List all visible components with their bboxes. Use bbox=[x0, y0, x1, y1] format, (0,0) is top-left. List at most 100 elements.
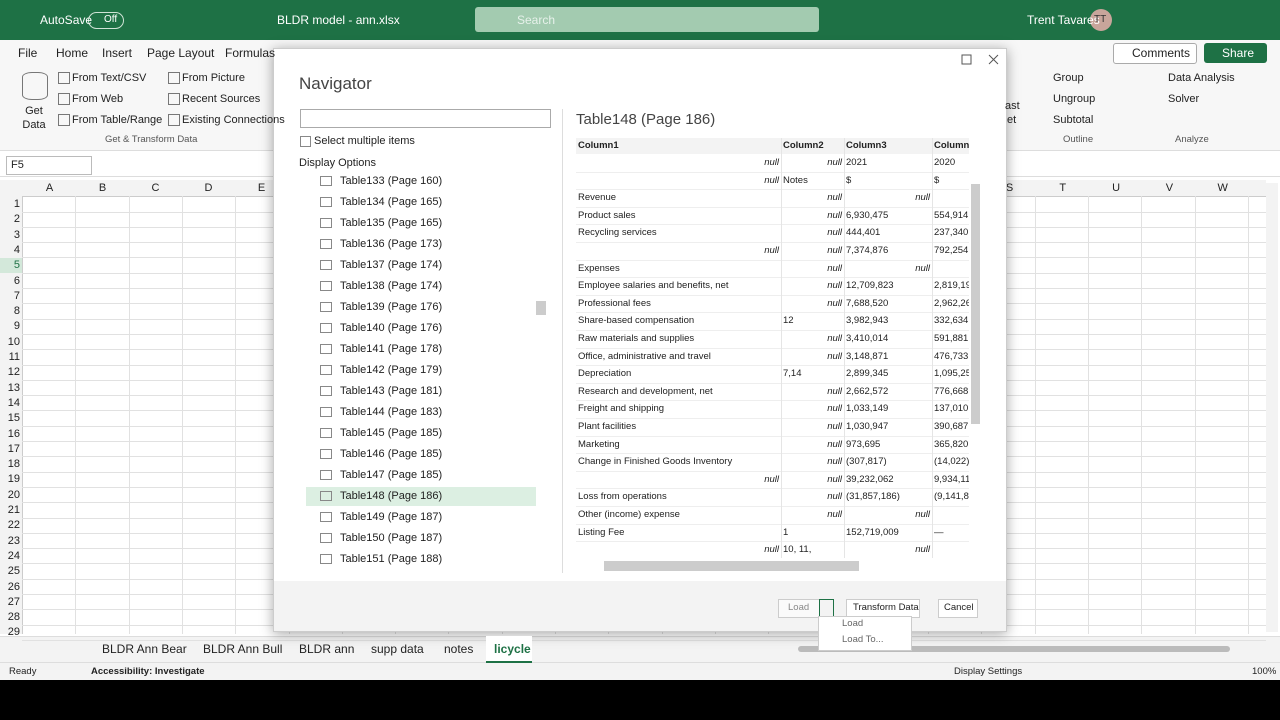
navigator-item[interactable]: Table133 (Page 160) bbox=[340, 175, 443, 187]
column-header[interactable]: S bbox=[1005, 182, 1014, 194]
list-scroll-thumb[interactable] bbox=[536, 301, 546, 315]
row-header[interactable]: 4 bbox=[13, 243, 20, 256]
column-header[interactable]: C bbox=[151, 182, 160, 194]
navigator-item[interactable]: Table145 (Page 185) bbox=[340, 427, 443, 439]
row-header[interactable]: 8 bbox=[13, 305, 20, 318]
row-header[interactable]: 5 bbox=[13, 259, 20, 272]
ribbon-button[interactable]: Existing Connections bbox=[182, 114, 285, 126]
zoom-level[interactable]: 100% bbox=[1252, 666, 1277, 677]
row-header[interactable]: 14 bbox=[7, 396, 20, 409]
get-data[interactable]: Get Data bbox=[22, 105, 46, 131]
row-header[interactable]: 2 bbox=[13, 213, 20, 226]
ribbon-tab[interactable]: Insert bbox=[102, 46, 133, 60]
column-header[interactable]: B bbox=[98, 182, 107, 194]
navigator-item[interactable]: Table142 (Page 179) bbox=[340, 364, 443, 376]
analyze-button[interactable]: Solver bbox=[1168, 93, 1200, 105]
column-header[interactable]: U bbox=[1112, 182, 1121, 194]
navigator-item[interactable]: Table150 (Page 187) bbox=[340, 532, 443, 544]
sheet-tab[interactable]: BLDR ann bbox=[299, 642, 355, 656]
column-header[interactable]: T bbox=[1059, 182, 1067, 194]
cancel-text[interactable]: Cancel bbox=[944, 602, 974, 613]
row-header[interactable]: 23 bbox=[7, 534, 20, 547]
ribbon-tab[interactable]: File bbox=[18, 46, 38, 60]
ribbon-button[interactable]: Recent Sources bbox=[182, 93, 261, 105]
menu-item[interactable]: Load To... bbox=[842, 634, 884, 645]
sheet-tab[interactable]: notes bbox=[444, 642, 474, 656]
accessibility[interactable]: Accessibility: Investigate bbox=[91, 666, 205, 677]
ribbon-tab[interactable]: Home bbox=[56, 46, 89, 60]
name-box[interactable] bbox=[6, 156, 92, 175]
preview-vscroll[interactable] bbox=[971, 184, 980, 424]
row-header[interactable]: 15 bbox=[7, 412, 20, 425]
row-header[interactable]: 27 bbox=[7, 595, 20, 608]
outline-button[interactable]: Ungroup bbox=[1053, 93, 1096, 105]
comments-text[interactable]: Comments bbox=[1132, 46, 1191, 60]
navigator-search[interactable] bbox=[300, 109, 551, 128]
menu-item[interactable]: Load bbox=[842, 618, 864, 629]
row-header[interactable]: 12 bbox=[7, 366, 20, 379]
sheet-tab[interactable]: BLDR Ann Bear bbox=[102, 642, 187, 656]
partial-label[interactable]: et bbox=[1007, 114, 1017, 126]
load-text[interactable]: Load bbox=[788, 602, 810, 613]
navigator-item[interactable]: Table140 (Page 176) bbox=[340, 322, 443, 334]
navigator-item[interactable]: Table143 (Page 181) bbox=[340, 385, 443, 397]
row-header[interactable]: 13 bbox=[7, 381, 20, 394]
row-header[interactable]: 6 bbox=[13, 274, 20, 287]
display-options[interactable]: Display Options bbox=[299, 157, 377, 169]
row-header[interactable]: 20 bbox=[7, 488, 20, 501]
row-header[interactable]: 21 bbox=[7, 504, 20, 516]
row-header[interactable]: 11 bbox=[8, 351, 20, 363]
navigator-item[interactable]: Table151 (Page 188) bbox=[340, 553, 443, 565]
navigator-item[interactable]: Table136 (Page 173) bbox=[340, 238, 443, 250]
navigator-item[interactable]: Table147 (Page 185) bbox=[340, 469, 443, 481]
share-button[interactable] bbox=[1204, 43, 1267, 63]
navigator-item[interactable]: Table141 (Page 178) bbox=[340, 343, 443, 355]
sheet-tab[interactable]: licycle bbox=[494, 642, 531, 656]
vertical-scrollbar[interactable] bbox=[1266, 183, 1278, 632]
navigator-item[interactable]: Table135 (Page 165) bbox=[340, 217, 443, 229]
row-header[interactable]: 28 bbox=[7, 611, 20, 624]
search-box[interactable] bbox=[475, 7, 819, 32]
preview-hscroll[interactable] bbox=[604, 561, 859, 571]
row-header[interactable]: 16 bbox=[7, 427, 20, 440]
horizontal-scrollbar[interactable] bbox=[798, 646, 1230, 652]
row-header[interactable]: 25 bbox=[7, 565, 20, 578]
row-header[interactable]: 3 bbox=[13, 228, 20, 241]
avatar[interactable] bbox=[1090, 9, 1112, 31]
name-box-text[interactable]: F5 bbox=[11, 159, 24, 171]
ribbon-button[interactable]: From Web bbox=[72, 93, 124, 105]
row-header[interactable]: 24 bbox=[7, 549, 20, 562]
row-header[interactable]: 1 bbox=[13, 198, 20, 210]
row-header[interactable]: 9 bbox=[13, 320, 20, 333]
row-header[interactable]: 17 bbox=[7, 442, 20, 455]
partial-label[interactable]: ast bbox=[1005, 100, 1020, 112]
search-text[interactable]: Search bbox=[517, 13, 556, 27]
navigator-item[interactable]: Table149 (Page 187) bbox=[340, 511, 443, 523]
autosave-toggle[interactable] bbox=[88, 12, 124, 29]
navigator-item[interactable]: Table137 (Page 174) bbox=[340, 259, 443, 271]
cancel-button[interactable] bbox=[938, 599, 978, 618]
ribbon-button[interactable]: From Table/Range bbox=[72, 114, 163, 126]
row-header[interactable]: 10 bbox=[7, 335, 20, 348]
column-header[interactable]: W bbox=[1217, 182, 1228, 194]
ribbon-button[interactable]: From Text/CSV bbox=[72, 72, 147, 84]
outline-button[interactable]: Group bbox=[1053, 72, 1084, 84]
outline-button[interactable]: Subtotal bbox=[1053, 114, 1094, 126]
share-text[interactable]: Share bbox=[1222, 46, 1255, 60]
transform-text[interactable]: Transform Data bbox=[853, 602, 919, 613]
row-header[interactable]: 19 bbox=[7, 473, 20, 486]
ribbon-tab[interactable]: Page Layout bbox=[147, 46, 215, 60]
row-header[interactable]: 18 bbox=[7, 458, 20, 471]
navigator-item[interactable]: Table139 (Page 176) bbox=[340, 301, 443, 313]
window-controls[interactable] bbox=[960, 54, 1000, 68]
row-header[interactable]: 26 bbox=[7, 580, 20, 593]
navigator-item[interactable]: Table144 (Page 183) bbox=[340, 406, 443, 418]
navigator-item[interactable]: Table148 (Page 186) bbox=[340, 490, 443, 502]
column-header[interactable]: A bbox=[45, 182, 54, 194]
navigator-item[interactable]: Table138 (Page 174) bbox=[340, 280, 443, 292]
column-header[interactable]: E bbox=[257, 182, 266, 194]
sheet-tab[interactable]: supp data bbox=[371, 642, 424, 656]
row-header[interactable]: 7 bbox=[13, 289, 20, 302]
row-header[interactable]: 29 bbox=[7, 626, 20, 639]
comments-button[interactable] bbox=[1113, 43, 1197, 64]
